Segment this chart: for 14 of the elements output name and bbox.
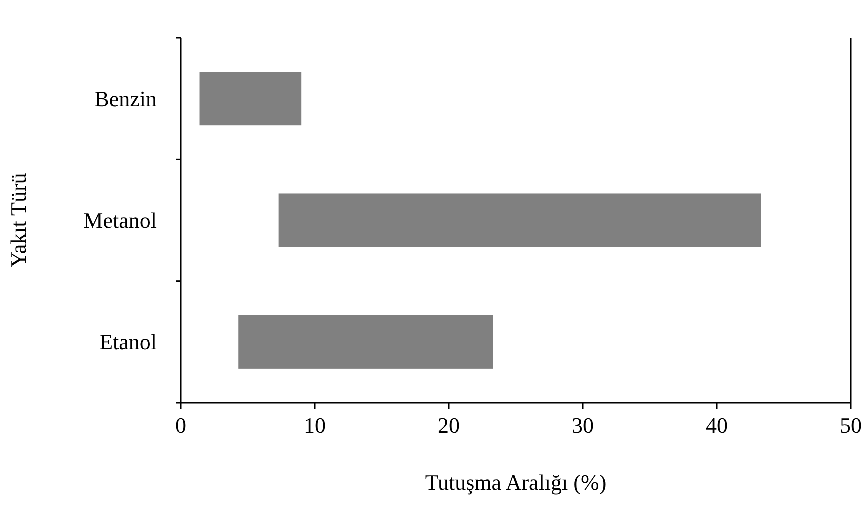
y-tick-label: Metanol bbox=[84, 208, 157, 233]
x-tick-label: 0 bbox=[176, 413, 186, 438]
x-axis-title: Tutuşma Aralığı (%) bbox=[425, 470, 607, 495]
bar bbox=[200, 72, 302, 126]
bar bbox=[238, 315, 494, 369]
y-axis-title: Yakıt Türü bbox=[6, 173, 31, 268]
x-tick-label: 40 bbox=[706, 413, 728, 438]
bar bbox=[278, 194, 762, 248]
x-tick-label: 20 bbox=[438, 413, 460, 438]
y-tick-label: Etanol bbox=[100, 330, 157, 355]
x-tick-label: 10 bbox=[304, 413, 326, 438]
x-tick-label: 50 bbox=[840, 413, 862, 438]
x-tick-label: 30 bbox=[572, 413, 594, 438]
y-tick-label: Benzin bbox=[94, 86, 157, 112]
